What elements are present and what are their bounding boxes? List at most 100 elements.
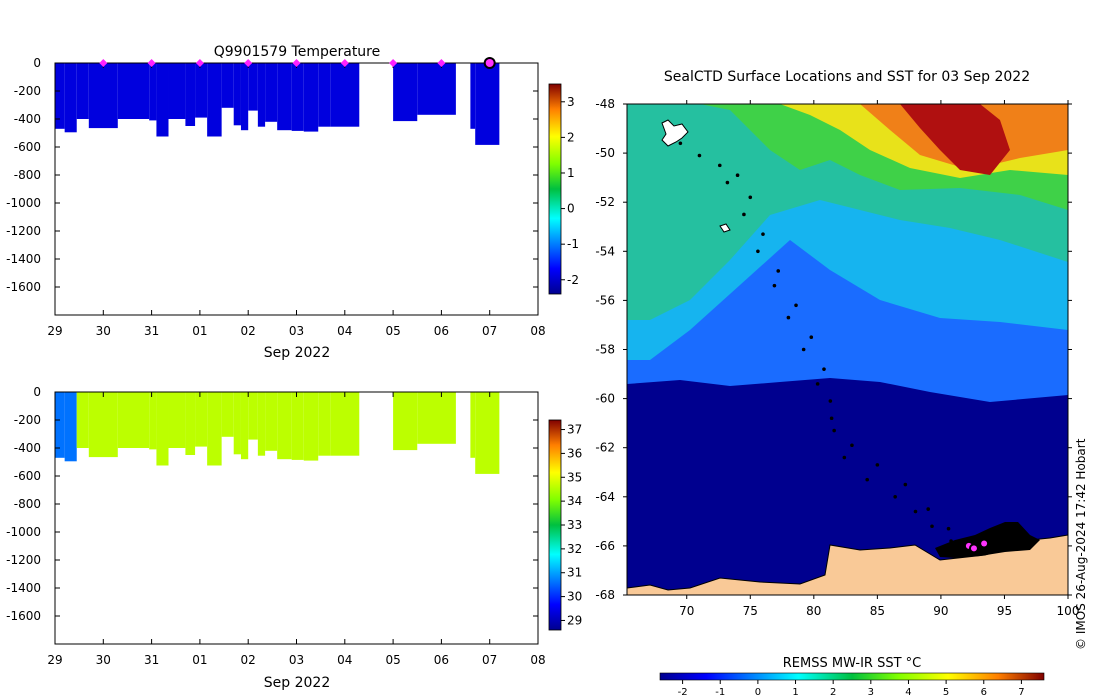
track-point xyxy=(875,463,880,467)
map-x-ticks: 70 75 80 85 90 95 100 xyxy=(679,100,1079,618)
colorbar-tick-label: 33 xyxy=(567,518,582,532)
profile-column xyxy=(330,392,360,456)
salinity-x-label: Sep 2022 xyxy=(264,675,330,691)
y-tick-label: -58 xyxy=(595,343,615,357)
y-tick-label: -1400 xyxy=(6,581,41,595)
y-tick-label: -1000 xyxy=(6,196,41,210)
x-tick-label: 31 xyxy=(144,324,159,338)
surface-marker xyxy=(195,59,204,67)
x-tick-label: 95 xyxy=(997,604,1012,618)
profile-column xyxy=(168,63,186,119)
colorbar-tick-label: 4 xyxy=(905,687,911,698)
x-tick-label: 31 xyxy=(144,653,159,667)
y-tick-label: -48 xyxy=(595,97,615,111)
y-tick-label: -66 xyxy=(595,539,615,553)
highlight-marker xyxy=(485,59,494,67)
profile-column xyxy=(233,392,241,455)
profile-column xyxy=(265,63,278,122)
y-tick-label: -52 xyxy=(595,195,615,209)
track-point xyxy=(776,269,781,273)
salinity-profiles xyxy=(55,392,500,474)
colorbar-tick-label: 29 xyxy=(567,613,582,627)
surface-marker xyxy=(340,59,349,67)
profile-column xyxy=(117,63,150,119)
x-tick-label: 05 xyxy=(385,324,400,338)
y-tick-label: -600 xyxy=(14,469,41,483)
x-tick-label: 85 xyxy=(870,604,885,618)
map-colorbar xyxy=(659,672,1045,681)
temperature-surface-markers xyxy=(99,57,496,69)
track-point xyxy=(828,399,833,403)
sst-map-panel: SealCTD Surface Locations and SST for 03… xyxy=(595,69,1088,698)
sst-field xyxy=(627,104,1068,595)
track-point xyxy=(725,180,730,185)
track-point xyxy=(913,509,918,514)
colorbar-tick-label: 3 xyxy=(567,95,575,109)
x-tick-label: 02 xyxy=(241,324,256,338)
y-tick-label: -400 xyxy=(14,112,41,126)
y-tick-label: -68 xyxy=(595,588,615,602)
y-tick-label: -64 xyxy=(595,490,615,504)
y-tick-label: -56 xyxy=(595,293,615,307)
surface-marker xyxy=(244,59,253,67)
track-point xyxy=(786,315,791,320)
temperature-title: Q9901579 Temperature xyxy=(214,44,381,60)
profile-column xyxy=(64,63,77,133)
y-tick-label: -50 xyxy=(595,146,615,160)
profile-column xyxy=(195,63,208,118)
y-tick-label: -62 xyxy=(595,441,615,455)
y-tick-label: -60 xyxy=(595,392,615,406)
track-point xyxy=(949,539,953,543)
colorbar-tick-label: 0 xyxy=(755,687,761,698)
y-tick-label: -200 xyxy=(14,413,41,427)
temperature-profiles xyxy=(55,63,500,145)
surface-marker xyxy=(292,59,301,67)
profile-column xyxy=(470,63,476,129)
heard-island xyxy=(719,223,731,233)
surface-marker xyxy=(147,59,156,67)
x-tick-label: 03 xyxy=(289,324,304,338)
profile-column xyxy=(257,63,266,127)
y-tick-label: -1400 xyxy=(6,252,41,266)
salinity-y-ticks: 0 -200 -400 -600 -800 -1000 -1200 -1400 -1600 xyxy=(6,385,538,623)
profile-column xyxy=(149,392,157,450)
track-point xyxy=(815,382,820,386)
x-tick-label: 04 xyxy=(337,653,352,667)
temperature-panel: Q9901579 Temperature 0 -200 -400 -600 -800 -1… xyxy=(6,44,579,361)
x-tick-label: 29 xyxy=(47,653,62,667)
colorbar-tick-label: 31 xyxy=(567,566,582,580)
profile-column xyxy=(318,63,331,127)
profile-column xyxy=(233,63,241,126)
profile-column xyxy=(417,63,456,115)
x-tick-label: 06 xyxy=(434,653,449,667)
profile-column xyxy=(185,392,196,455)
colorbar-tick-label: -2 xyxy=(678,687,688,698)
profile-column xyxy=(88,392,118,458)
colorbar-tick-label: 2 xyxy=(567,130,575,144)
temperature-colorbar-ticks: 3 2 1 0 -1 -2 xyxy=(561,95,579,287)
x-tick-label: 04 xyxy=(337,324,352,338)
profile-column xyxy=(64,392,77,462)
profile-column xyxy=(393,63,418,122)
x-tick-label: 08 xyxy=(530,324,545,338)
track-point xyxy=(794,303,798,308)
profile-column xyxy=(156,392,169,466)
colorbar-tick-label: -1 xyxy=(567,237,579,251)
profile-column xyxy=(207,392,222,466)
profile-column xyxy=(475,63,500,145)
map-title: SealCTD Surface Locations and SST for 03… xyxy=(664,69,1030,85)
y-tick-label: -600 xyxy=(14,140,41,154)
track-point xyxy=(678,141,683,146)
profile-column xyxy=(55,63,65,129)
profile-column xyxy=(88,63,118,129)
temperature-x-ticks: 29 30 31 01 02 03 04 05 06 07 08 xyxy=(47,63,546,338)
x-tick-label: 01 xyxy=(192,653,207,667)
surface-marker xyxy=(389,59,398,67)
y-tick-label: -54 xyxy=(595,244,615,258)
y-tick-label: -1600 xyxy=(6,280,41,294)
profile-column xyxy=(291,392,304,460)
profile-column xyxy=(330,63,360,127)
track-point xyxy=(772,283,777,288)
profile-column xyxy=(240,392,249,460)
x-tick-label: 07 xyxy=(482,653,497,667)
